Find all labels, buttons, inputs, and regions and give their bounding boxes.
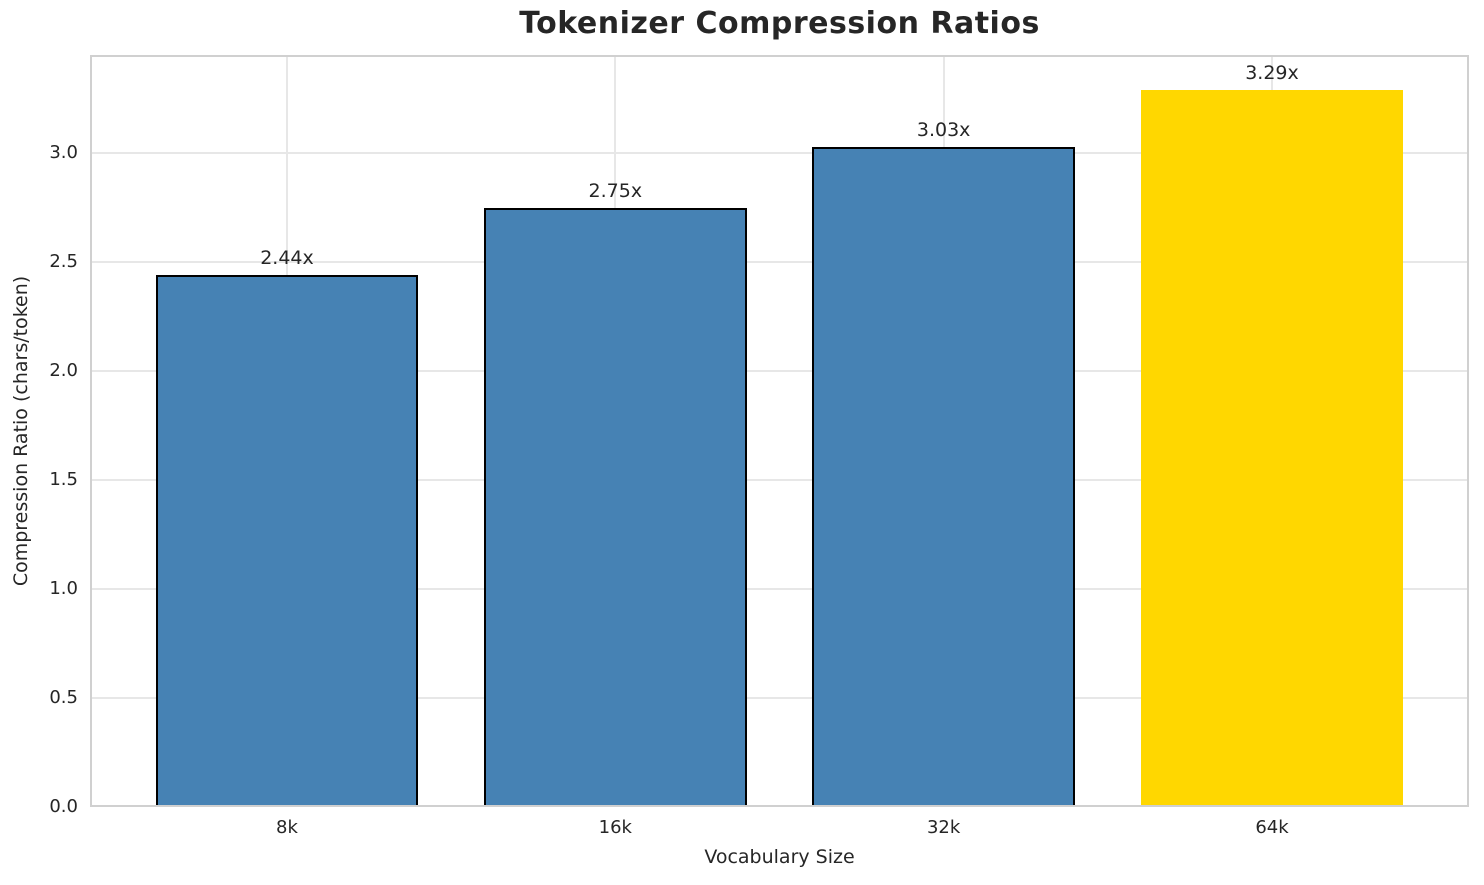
gridline-horizontal bbox=[90, 261, 1469, 264]
gridline-horizontal bbox=[90, 370, 1469, 373]
y-tick-label: 2.5 bbox=[49, 251, 78, 273]
y-tick-label: 0.0 bbox=[49, 796, 78, 817]
bar-32k bbox=[812, 146, 1075, 807]
y-tick-label: 2.0 bbox=[49, 360, 78, 382]
x-tick-label-8k: 8k bbox=[276, 817, 298, 838]
chart-title: Tokenizer Compression Ratios bbox=[519, 6, 1040, 41]
gridline-horizontal bbox=[90, 479, 1469, 482]
y-tick-label: 1.0 bbox=[49, 578, 78, 600]
x-axis-label: Vocabulary Size bbox=[704, 846, 855, 868]
bar-value-label-64k: 3.29x bbox=[1245, 61, 1299, 84]
gridline-horizontal bbox=[90, 588, 1469, 591]
gridline-horizontal bbox=[90, 152, 1469, 155]
x-tick-label-64k: 64k bbox=[1255, 817, 1289, 838]
gridline-horizontal bbox=[90, 697, 1469, 699]
bar-64k bbox=[1140, 89, 1404, 807]
bar-8k bbox=[155, 275, 419, 807]
bar-value-label-32k: 3.03x bbox=[916, 118, 971, 141]
y-axis-label: Compression Ratio (chars/token) bbox=[10, 275, 32, 587]
y-tick-label: 0.5 bbox=[49, 687, 78, 708]
x-tick-label-16k: 16k bbox=[598, 817, 632, 838]
bar-value-label-16k: 2.75x bbox=[588, 179, 643, 202]
bar-16k bbox=[484, 207, 747, 807]
y-tick-label: 3.0 bbox=[49, 142, 78, 164]
bar-value-label-8k: 2.44x bbox=[260, 247, 314, 270]
x-tick-label-32k: 32k bbox=[926, 817, 961, 838]
y-tick-label: 1.5 bbox=[49, 469, 78, 491]
